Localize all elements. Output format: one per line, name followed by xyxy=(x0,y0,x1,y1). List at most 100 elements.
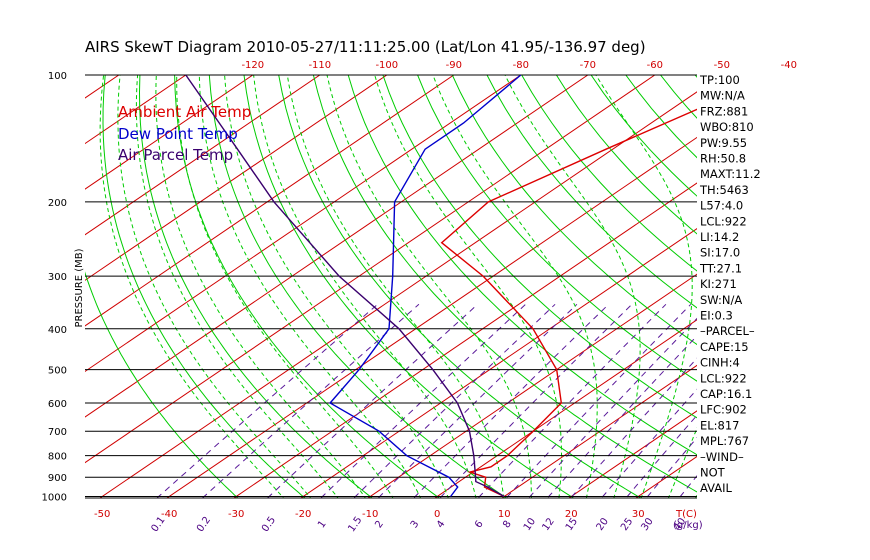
index-label: –PARCEL– xyxy=(700,324,755,338)
bottom-temp-tick-label: -50 xyxy=(94,509,110,520)
top-temp-tick-label: -90 xyxy=(446,60,462,71)
bottom-temp-tick-label: 30 xyxy=(632,509,645,520)
mixing-ratio-line xyxy=(320,303,526,498)
index-label: RH:50.8 xyxy=(700,152,746,166)
dry-adiabat-line xyxy=(730,75,870,505)
legend-item: Ambient Air Temp xyxy=(118,103,251,121)
series-line xyxy=(185,75,505,498)
index-label: AVAIL xyxy=(700,481,733,495)
isotherm-line xyxy=(85,75,321,236)
top-temp-tick-label: -40 xyxy=(781,60,797,71)
dry-adiabat-line xyxy=(660,75,697,119)
pressure-ticks: 100 200 300 400 500 600 700 800 900 1000 xyxy=(42,71,67,504)
index-label: MAXT:11.2 xyxy=(700,167,761,181)
bottom-temp-tick-label: 0 xyxy=(434,509,440,520)
top-temp-tick-label: -80 xyxy=(513,60,529,71)
mixing-ratio-tick-label: 1 xyxy=(316,519,329,531)
x-axis-unit-label: T(C) xyxy=(675,509,697,520)
moist-adiabat-line xyxy=(253,75,477,498)
index-label: TP:100 xyxy=(699,73,740,87)
y-axis-label: PRESSURE (MB) xyxy=(74,248,85,327)
pressure-tick-label: 1000 xyxy=(42,493,67,504)
pressure-tick-label: 700 xyxy=(48,427,67,438)
pressure-tick-label: 900 xyxy=(48,473,67,484)
mixing-ratio-tick-label: 12 xyxy=(540,516,556,533)
mixing-ratio-line xyxy=(645,436,697,498)
index-label: KI:271 xyxy=(700,277,737,291)
index-label: LI:14.2 xyxy=(700,230,739,244)
bottom-temp-tick-label: -20 xyxy=(295,509,311,520)
dry-adiabat-line xyxy=(834,75,870,505)
index-label: CINH:4 xyxy=(700,356,740,370)
moist-adiabat-line xyxy=(374,75,562,498)
isotherm-line xyxy=(85,75,120,99)
legend-item: Air Parcel Temp xyxy=(118,146,233,164)
dry-adiabat-line xyxy=(243,75,575,498)
pressure-tick-label: 500 xyxy=(48,366,67,377)
mixing-ratio-tick-label: 6 xyxy=(473,519,486,531)
top-temp-tick-label: -100 xyxy=(375,60,398,71)
mixing-ratio-tick-label: 0.2 xyxy=(195,515,213,534)
dry-adiabat-line xyxy=(347,75,697,456)
index-label: EL:817 xyxy=(700,418,740,432)
isotherm-line xyxy=(166,136,697,498)
index-label: LFC:902 xyxy=(700,403,747,417)
isotherm-line xyxy=(85,75,656,464)
isotherm-line xyxy=(85,75,455,327)
dry-adiabat-line xyxy=(174,75,441,498)
index-label: L57:4.0 xyxy=(700,199,743,213)
legend: Ambient Air Temp Dew Point Temp Air Parc… xyxy=(118,103,251,164)
series-line xyxy=(440,108,697,498)
top-temp-tick-label: -120 xyxy=(241,60,264,71)
top-temperature-ticks: -120 -110 -100 -90 -80 -70 -60 -50 -40 xyxy=(241,60,797,71)
index-label: PW:9.55 xyxy=(700,136,747,150)
mixing-ratio-line xyxy=(678,475,697,498)
isotherm-line xyxy=(85,75,522,373)
mixing-ratio-unit-label: (g/kg) xyxy=(673,520,703,531)
index-label: NOT xyxy=(700,466,726,480)
isotherm-line xyxy=(85,75,254,190)
moist-adiabat-line xyxy=(198,75,422,498)
index-label: LCL:922 xyxy=(700,371,747,385)
moist-adiabat-line xyxy=(504,75,641,498)
moist-adiabat-line xyxy=(326,75,532,498)
dry-adiabat-line xyxy=(799,75,870,505)
moist-adiabat-line xyxy=(176,75,394,498)
isotherm-line xyxy=(568,410,697,498)
top-temp-tick-label: -70 xyxy=(580,60,596,71)
isotherm-line xyxy=(233,182,697,498)
isotherm-line xyxy=(826,75,870,505)
pressure-grid xyxy=(85,74,697,499)
dry-adiabat-line xyxy=(102,75,306,498)
pressure-tick-label: 200 xyxy=(48,198,67,209)
mixing-ratio-line xyxy=(505,303,692,498)
isotherm-line xyxy=(300,227,697,498)
dry-adiabat-line xyxy=(521,75,697,272)
index-label: LCL:922 xyxy=(700,214,747,228)
index-label: TT:27.1 xyxy=(699,261,742,275)
mixing-ratio-tick-label: 10 xyxy=(522,516,538,533)
index-label: FRZ:881 xyxy=(700,104,748,118)
index-label: EI:0.3 xyxy=(700,309,733,323)
isotherm-line xyxy=(759,75,870,505)
legend-item: Dew Point Temp xyxy=(118,125,238,143)
pressure-tick-label: 300 xyxy=(48,272,67,283)
isotherm-line xyxy=(367,273,697,498)
index-label: WBO:810 xyxy=(700,120,754,134)
top-temp-tick-label: -50 xyxy=(714,60,730,71)
index-label: MPL:767 xyxy=(700,434,749,448)
bottom-temp-tick-label: -40 xyxy=(161,509,177,520)
top-temp-tick-label: -60 xyxy=(647,60,663,71)
bottom-temp-tick-label: -30 xyxy=(228,509,244,520)
mixing-ratio-tick-label: 4 xyxy=(435,519,448,531)
dry-adiabat-line xyxy=(382,75,697,419)
chart-title: AIRS SkewT Diagram 2010-05-27/11:11:25.0… xyxy=(85,38,646,56)
mixing-ratio-tick-label: 20 xyxy=(595,516,611,533)
mixing-ratio-tick-label: 8 xyxy=(501,519,514,531)
top-temp-tick-label: -110 xyxy=(308,60,331,71)
bottom-temp-tick-label: 10 xyxy=(498,509,511,520)
dry-adiabat-line xyxy=(278,75,642,498)
series-lines xyxy=(185,75,697,498)
